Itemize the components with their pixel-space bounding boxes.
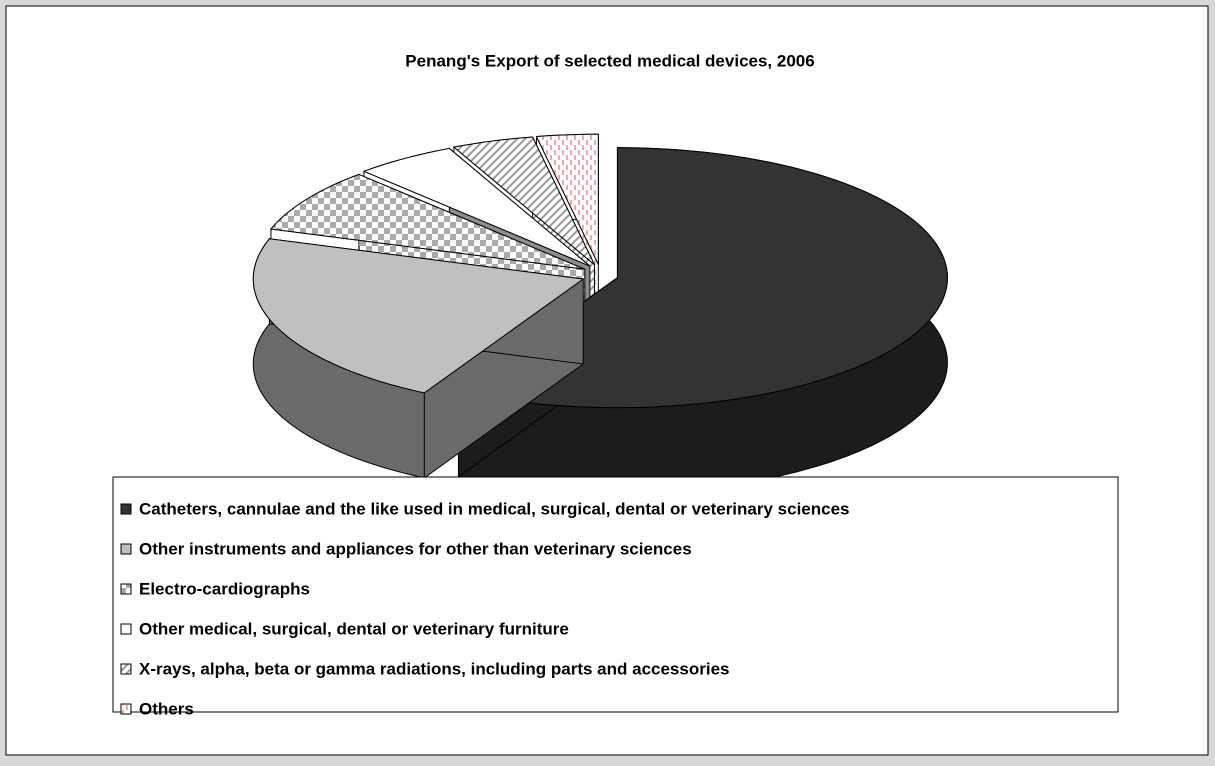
legend-label: Others [139,699,194,718]
legend-label: X-rays, alpha, beta or gamma radiations,… [139,659,729,678]
pie-slice [535,133,599,265]
pie-slice [252,238,585,394]
pie-slice [362,147,591,267]
chart-title: Penang's Export of selected medical devi… [405,51,814,70]
legend-swatch [120,503,132,515]
legend-swatch [120,703,132,715]
legend-swatch [120,623,132,635]
legend-label: Electro-cardiographs [139,579,310,598]
legend-label: Other instruments and appliances for oth… [139,539,692,558]
pie [252,133,948,494]
legend-swatch [120,583,132,595]
legend-label: Other medical, surgical, dental or veter… [139,619,569,638]
legend-swatch [120,663,132,675]
legend-items: Catheters, cannulae and the like used in… [120,499,850,718]
legend [112,476,1119,713]
pie-slice [269,173,585,270]
pie-slice [452,136,595,266]
legend-label: Catheters, cannulae and the like used in… [139,499,850,518]
legend-swatch [120,543,132,555]
